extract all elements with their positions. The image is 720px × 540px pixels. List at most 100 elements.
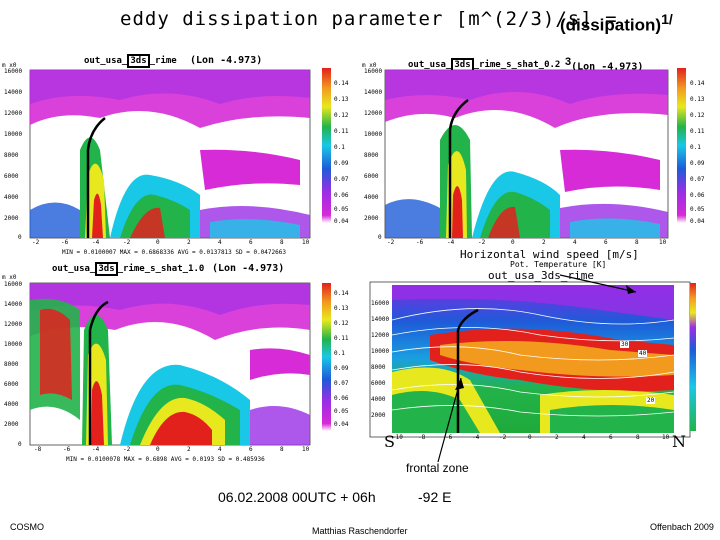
xtr-2: -4 [447,239,455,246]
ytl-2: 12000 [4,110,23,117]
panel-tl-stats: MIN = 0.0100007 MAX = 0.6868336 AVG = 0.… [62,249,286,256]
panel-tr-subtitle: out_usa_3ds_rime [488,269,594,282]
ybr-5: 6000 [371,380,386,387]
cb-tl-l9: 0.04 [334,218,349,225]
xtl-0: -2 [32,239,40,246]
cb-bl-l3: 0.11 [334,335,349,342]
xbl-0: -8 [34,446,42,453]
contour-label-40: 40 [638,350,648,357]
panel-tr-xaxis: -2 -6 -4 -2 0 2 4 6 8 10 [385,239,670,249]
cb-tl-l5: 0.09 [334,160,349,167]
cb-tr-l8: 0.05 [690,206,705,213]
ybl-8: 0 [18,441,22,448]
pot-temp-label: Pot. Temperature [K] [510,260,607,269]
ybl-2: 12000 [4,321,23,328]
panel-bl-yaxis: 16000 14000 12000 10000 8000 6000 4000 2… [4,281,26,448]
ytr-1: 14000 [364,89,383,96]
arrow-to-pt-panel [559,274,637,293]
panel-bl-title: out_usa_ 3ds _rime_s_shat_1.0 [52,262,205,276]
cb-tl-l7: 0.06 [334,192,349,199]
colorbar-br [690,283,696,431]
cb-tl-l8: 0.05 [334,206,349,213]
panel-tl-title-post: _rime [149,56,177,66]
xbl-2: -4 [92,446,100,453]
ytr-5: 6000 [364,173,379,180]
xtl-6: 4 [218,239,222,246]
panel-bl-title-pre: out_usa_ [52,264,96,274]
cb-tr-l0: 0.14 [690,80,705,87]
ybl-4: 8000 [4,361,19,368]
xbl-1: -6 [63,446,71,453]
ybl-0: 16000 [4,281,23,288]
cb-tr-l9: 0.04 [690,218,705,225]
xbl-4: 0 [156,446,160,453]
ytr-0: 16000 [364,68,383,75]
cb-bl-l6: 0.07 [334,380,349,387]
panel-tr-lon-text: (Lon -4.973) [571,61,644,73]
panel-br-xaxis: -10 -8 -6 -4 -2 0 2 4 6 8 10 [392,434,677,444]
datetime-label: 06.02.2008 00UTC + 06h [218,489,376,505]
cb-tl-l2: 0.12 [334,112,349,119]
xtr-9: 10 [659,239,667,246]
colorbar-tl [322,68,331,223]
xbr-7: 4 [582,434,586,441]
cb-bl-l4: 0.1 [334,350,345,357]
xtr-8: 8 [635,239,639,246]
ytl-3: 10000 [4,131,23,138]
ybr-6: 4000 [371,396,386,403]
longitude-label: -92 E [418,489,452,505]
xbl-6: 4 [218,446,222,453]
xtr-4: 0 [511,239,515,246]
xbr-1: -8 [418,434,426,441]
cb-tl-l0: 0.14 [334,80,349,87]
panel-tr-yaxis: 16000 14000 12000 10000 8000 6000 4000 2… [364,68,386,241]
ytr-7: 2000 [364,215,379,222]
arrow-to-frontal-zone [437,377,462,463]
ytl-6: 4000 [4,194,19,201]
xbl-7: 6 [249,446,253,453]
panel-bl-title-post: _rime_s_shat_1.0 [117,264,205,274]
ybr-7: 2000 [371,412,386,419]
xbr-4: -2 [499,434,507,441]
cb-tr-l6: 0.07 [690,176,705,183]
panel-br-yaxis: 16000 14000 12000 10000 8000 6000 4000 2… [371,300,391,430]
ybl-5: 6000 [4,381,19,388]
panel-bl-yunit: m x0 [2,274,17,281]
xtl-5: 2 [187,239,191,246]
main-title: eddy dissipation parameter [m^(2/3)/s] = [120,8,618,30]
panel-tr-title-box: 3ds [451,58,474,72]
ybr-2: 12000 [371,332,390,339]
colorbar-bl [322,283,331,431]
cb-tl-l4: 0.1 [334,144,345,151]
panel-tr-title-post: _rime_s_shat_0.2 [473,60,561,70]
xtr-6: 4 [573,239,577,246]
cb-bl-l2: 0.12 [334,320,349,327]
arrow-head-pt [626,285,636,294]
panel-tl-xaxis: -2 -6 -4 -2 0 2 4 6 8 10 [30,239,312,249]
xtr-7: 6 [604,239,608,246]
panel-tl-yaxis: 16000 14000 12000 10000 8000 6000 4000 2… [4,68,26,241]
ytr-6: 4000 [364,194,379,201]
panel-tl-title-box: 3ds [127,54,150,68]
title-eq2-sup: 3 [565,56,572,68]
xbr-9: 8 [636,434,640,441]
xbr-3: -4 [472,434,480,441]
cb-tr-l4: 0.1 [690,144,701,151]
ybr-0: 16000 [371,300,390,307]
ybl-3: 10000 [4,341,23,348]
cb-tl-l6: 0.07 [334,176,349,183]
xtr-5: 2 [542,239,546,246]
frontal-zone-label: frontal zone [406,461,469,475]
panel-tl-lon: (Lon -4.973) [190,55,263,66]
panel-bl-xaxis: -8 -6 -4 -2 0 2 4 6 8 10 [30,446,312,456]
cb-tl-l3: 0.11 [334,128,349,135]
cb-tr-l5: 0.09 [690,160,705,167]
xbr-6: 2 [555,434,559,441]
contour-label-30: 30 [620,341,630,348]
panel-tr-title: out_usa_ 3ds _rime_s_shat_0.2 [408,58,561,72]
xbr-10: 10 [662,434,670,441]
xbl-3: -2 [123,446,131,453]
ybr-4: 8000 [371,364,386,371]
panel-bl-field [29,282,311,446]
ytl-5: 6000 [4,173,19,180]
